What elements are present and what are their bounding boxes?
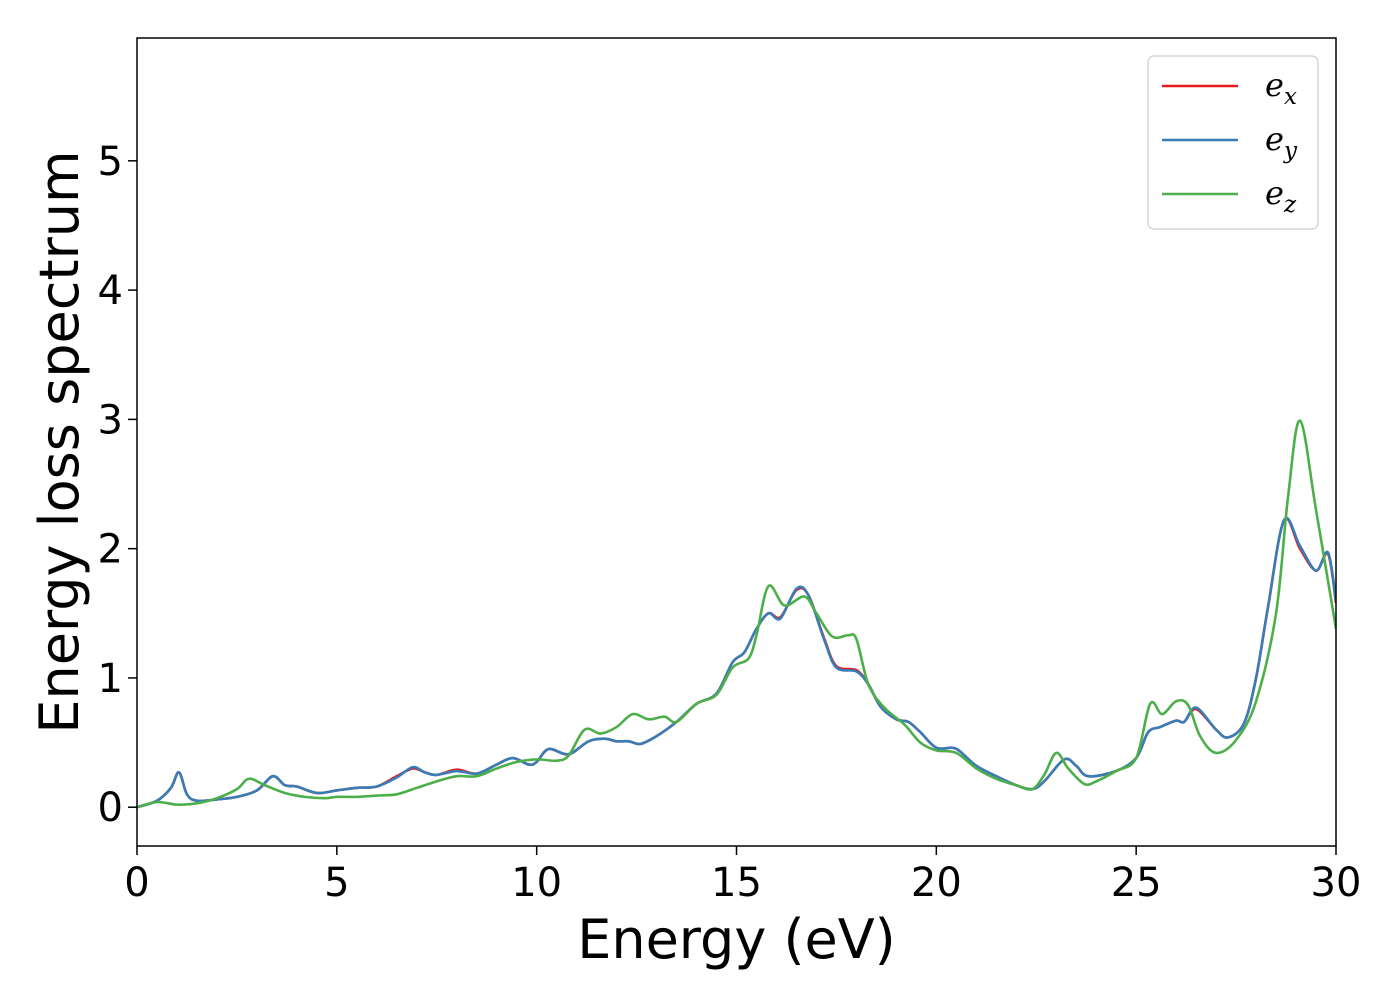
series-layer — [137, 419, 1336, 809]
legend-label: ex — [1265, 66, 1297, 110]
x-tick-label: 25 — [1111, 860, 1162, 906]
y-axis-title: Energy loss spectrum — [28, 150, 91, 733]
series-line-ey — [137, 516, 1336, 809]
x-tick-label: 20 — [911, 860, 962, 906]
x-tick-label: 10 — [511, 860, 562, 906]
y-tick-label: 3 — [98, 397, 123, 443]
x-axis-ticks: 0 5 10 15 20 25 30 — [124, 846, 1361, 906]
y-axis-ticks: 0 1 2 3 4 5 — [98, 139, 137, 831]
legend-label: ey — [1265, 120, 1298, 164]
x-tick-label: 5 — [324, 860, 349, 906]
y-tick-label: 0 — [98, 785, 123, 831]
y-tick-label: 5 — [98, 139, 123, 185]
series-line-ez — [137, 419, 1336, 809]
x-axis-title: Energy (eV) — [577, 908, 896, 971]
x-tick-label: 15 — [711, 860, 762, 906]
legend-label: ez — [1265, 174, 1297, 218]
legend-box — [1147, 55, 1319, 230]
y-tick-label: 1 — [98, 656, 123, 702]
x-tick-label: 0 — [124, 860, 149, 906]
y-tick-label: 4 — [98, 268, 123, 314]
y-tick-label: 2 — [98, 527, 123, 573]
legend: ex ey ez — [1147, 55, 1319, 230]
x-tick-label: 30 — [1311, 860, 1362, 906]
